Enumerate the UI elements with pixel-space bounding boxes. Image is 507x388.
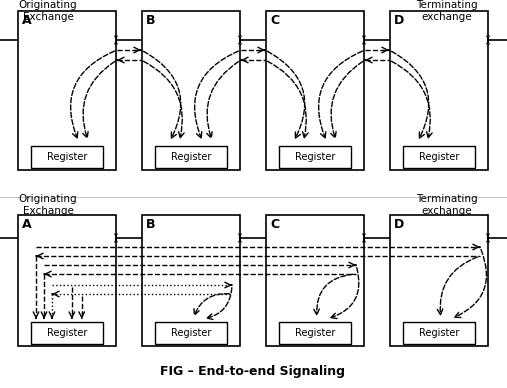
Text: B: B <box>146 14 156 27</box>
Text: D: D <box>394 14 404 27</box>
Text: Register: Register <box>171 328 211 338</box>
Text: Originating
Exchange: Originating Exchange <box>19 194 77 217</box>
Bar <box>390 11 488 170</box>
Text: Register: Register <box>171 152 211 162</box>
Text: Terminating
exchange: Terminating exchange <box>416 0 478 23</box>
Text: Originating
Exchange: Originating Exchange <box>19 0 77 23</box>
Bar <box>142 11 240 170</box>
Bar <box>18 215 116 346</box>
Text: Register: Register <box>47 152 87 162</box>
Bar <box>155 322 227 344</box>
Text: Register: Register <box>419 328 459 338</box>
Text: A: A <box>22 14 31 27</box>
Bar <box>390 215 488 346</box>
Text: B: B <box>146 218 156 231</box>
Text: Register: Register <box>47 328 87 338</box>
Bar <box>403 322 475 344</box>
Text: A: A <box>22 218 31 231</box>
Bar <box>266 11 364 170</box>
Text: D: D <box>394 218 404 231</box>
Text: Register: Register <box>295 328 335 338</box>
Bar <box>403 146 475 168</box>
Bar <box>31 146 103 168</box>
Bar <box>266 215 364 346</box>
Bar <box>18 11 116 170</box>
Text: C: C <box>270 14 279 27</box>
Bar <box>279 146 351 168</box>
Bar <box>31 322 103 344</box>
Text: C: C <box>270 218 279 231</box>
Bar <box>155 146 227 168</box>
Text: Register: Register <box>295 152 335 162</box>
Text: Register: Register <box>419 152 459 162</box>
Bar <box>142 215 240 346</box>
Text: Terminating
exchange: Terminating exchange <box>416 194 478 217</box>
Bar <box>279 322 351 344</box>
Text: FIG – End-to-end Signaling: FIG – End-to-end Signaling <box>161 365 345 378</box>
